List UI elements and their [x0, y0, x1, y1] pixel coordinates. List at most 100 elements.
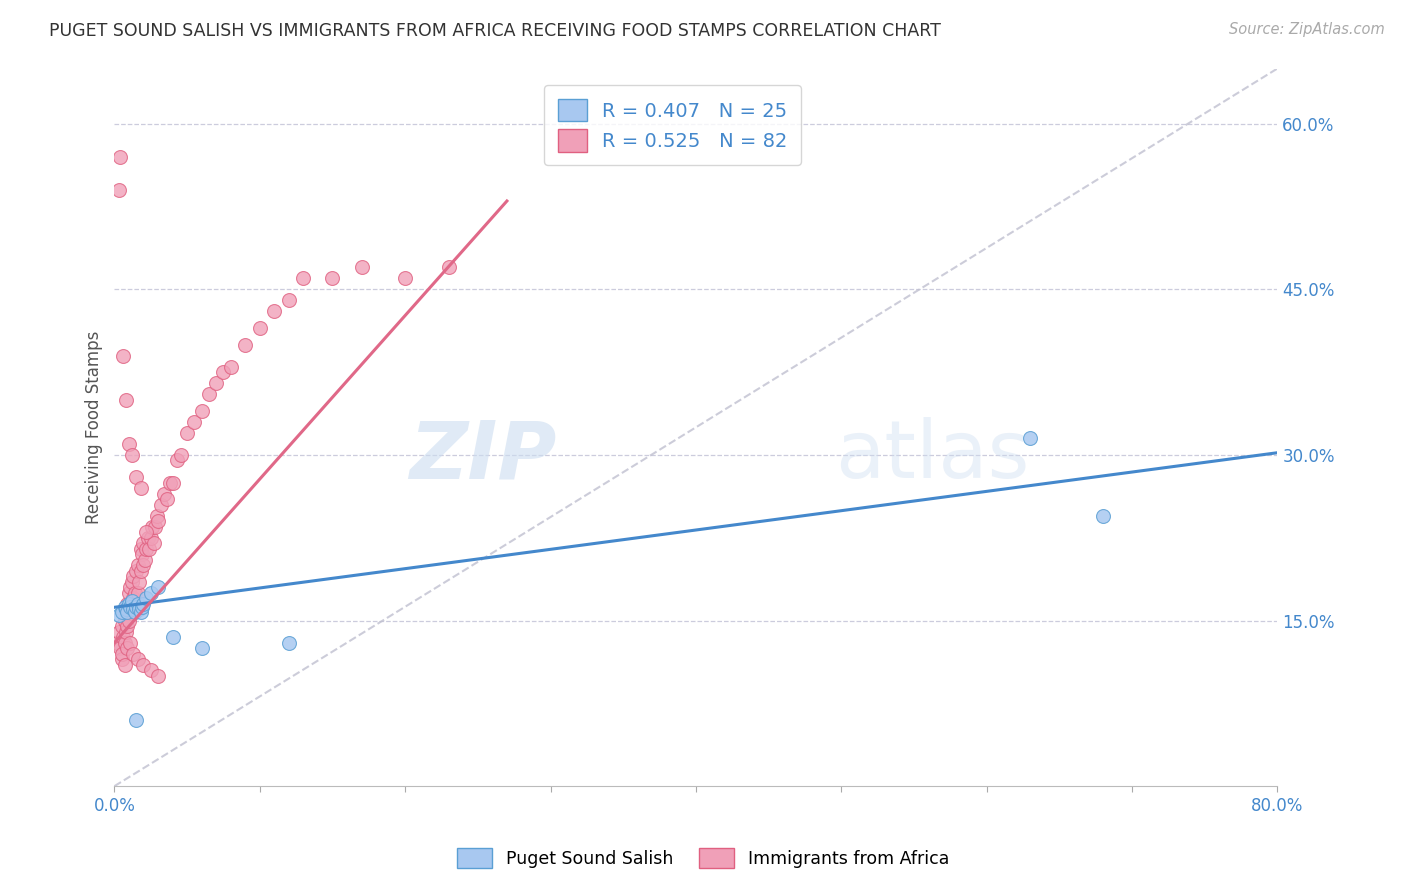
Point — [143, 519, 166, 533]
Point — [121, 448, 143, 462]
Point — [1019, 431, 1042, 445]
Text: PUGET SOUND SALISH VS IMMIGRANTS FROM AFRICA RECEIVING FOOD STAMPS CORRELATION C: PUGET SOUND SALISH VS IMMIGRANTS FROM AF… — [49, 22, 941, 40]
Point — [212, 365, 235, 379]
Point — [170, 448, 193, 462]
Point — [128, 602, 150, 616]
Text: Source: ZipAtlas.com: Source: ZipAtlas.com — [1229, 22, 1385, 37]
Point — [198, 387, 221, 401]
Point — [120, 600, 142, 615]
Point — [107, 183, 129, 197]
Point — [125, 564, 148, 578]
Point — [176, 425, 198, 440]
Point — [112, 349, 135, 363]
Point — [111, 647, 134, 661]
Text: ZIP: ZIP — [409, 417, 557, 495]
Point — [120, 581, 142, 595]
Point — [153, 486, 176, 500]
Point — [135, 591, 157, 606]
Point — [127, 558, 149, 573]
Point — [135, 541, 157, 556]
Point — [125, 597, 148, 611]
Point — [118, 597, 141, 611]
Point — [127, 597, 149, 611]
Point — [183, 415, 205, 429]
Point — [114, 600, 136, 615]
Point — [156, 492, 179, 507]
Point — [1091, 508, 1114, 523]
Point — [394, 271, 416, 285]
Point — [277, 293, 299, 308]
Point — [249, 321, 271, 335]
Point — [129, 564, 152, 578]
Point — [114, 635, 136, 649]
Point — [125, 600, 148, 615]
Point — [277, 635, 299, 649]
Point — [166, 453, 188, 467]
Point — [112, 630, 135, 644]
Point — [162, 475, 184, 490]
Point — [233, 337, 256, 351]
Point — [139, 663, 162, 677]
Point — [111, 619, 134, 633]
Point — [111, 605, 134, 619]
Point — [132, 536, 155, 550]
Point — [110, 150, 132, 164]
Point — [263, 304, 285, 318]
Point — [124, 605, 146, 619]
Point — [122, 602, 145, 616]
Point — [139, 586, 162, 600]
Point — [120, 635, 142, 649]
Legend: Puget Sound Salish, Immigrants from Africa: Puget Sound Salish, Immigrants from Afri… — [447, 838, 959, 879]
Point — [114, 657, 136, 672]
Point — [129, 541, 152, 556]
Point — [128, 574, 150, 589]
Point — [117, 605, 139, 619]
Point — [118, 586, 141, 600]
Point — [205, 376, 228, 391]
Point — [190, 404, 212, 418]
Point — [117, 597, 139, 611]
Point — [159, 475, 181, 490]
Point — [118, 437, 141, 451]
Point — [122, 569, 145, 583]
Point — [139, 531, 162, 545]
Point — [118, 614, 141, 628]
Point — [136, 531, 159, 545]
Point — [110, 641, 132, 656]
Point — [129, 605, 152, 619]
Point — [190, 641, 212, 656]
Point — [127, 586, 149, 600]
Point — [145, 508, 167, 523]
Point — [111, 652, 134, 666]
Point — [162, 630, 184, 644]
Point — [121, 597, 143, 611]
Point — [146, 514, 169, 528]
Legend: R = 0.407   N = 25, R = 0.525   N = 82: R = 0.407 N = 25, R = 0.525 N = 82 — [544, 86, 801, 165]
Point — [132, 558, 155, 573]
Point — [129, 481, 152, 495]
Point — [107, 607, 129, 622]
Point — [117, 641, 139, 656]
Point — [350, 260, 373, 275]
Point — [124, 586, 146, 600]
Point — [219, 359, 242, 374]
Point — [437, 260, 460, 275]
Text: atlas: atlas — [835, 417, 1029, 495]
Point — [115, 602, 138, 616]
Point — [122, 647, 145, 661]
Point — [131, 547, 153, 561]
Point — [132, 657, 155, 672]
Point — [127, 652, 149, 666]
Point — [146, 581, 169, 595]
Point — [131, 600, 153, 615]
Point — [105, 635, 128, 649]
Point — [146, 669, 169, 683]
Point — [121, 593, 143, 607]
Point — [125, 713, 148, 727]
Point — [141, 519, 163, 533]
Point — [120, 602, 142, 616]
Point — [117, 619, 139, 633]
Point — [115, 624, 138, 639]
Point — [115, 602, 138, 616]
Y-axis label: Receiving Food Stamps: Receiving Food Stamps — [86, 331, 103, 524]
